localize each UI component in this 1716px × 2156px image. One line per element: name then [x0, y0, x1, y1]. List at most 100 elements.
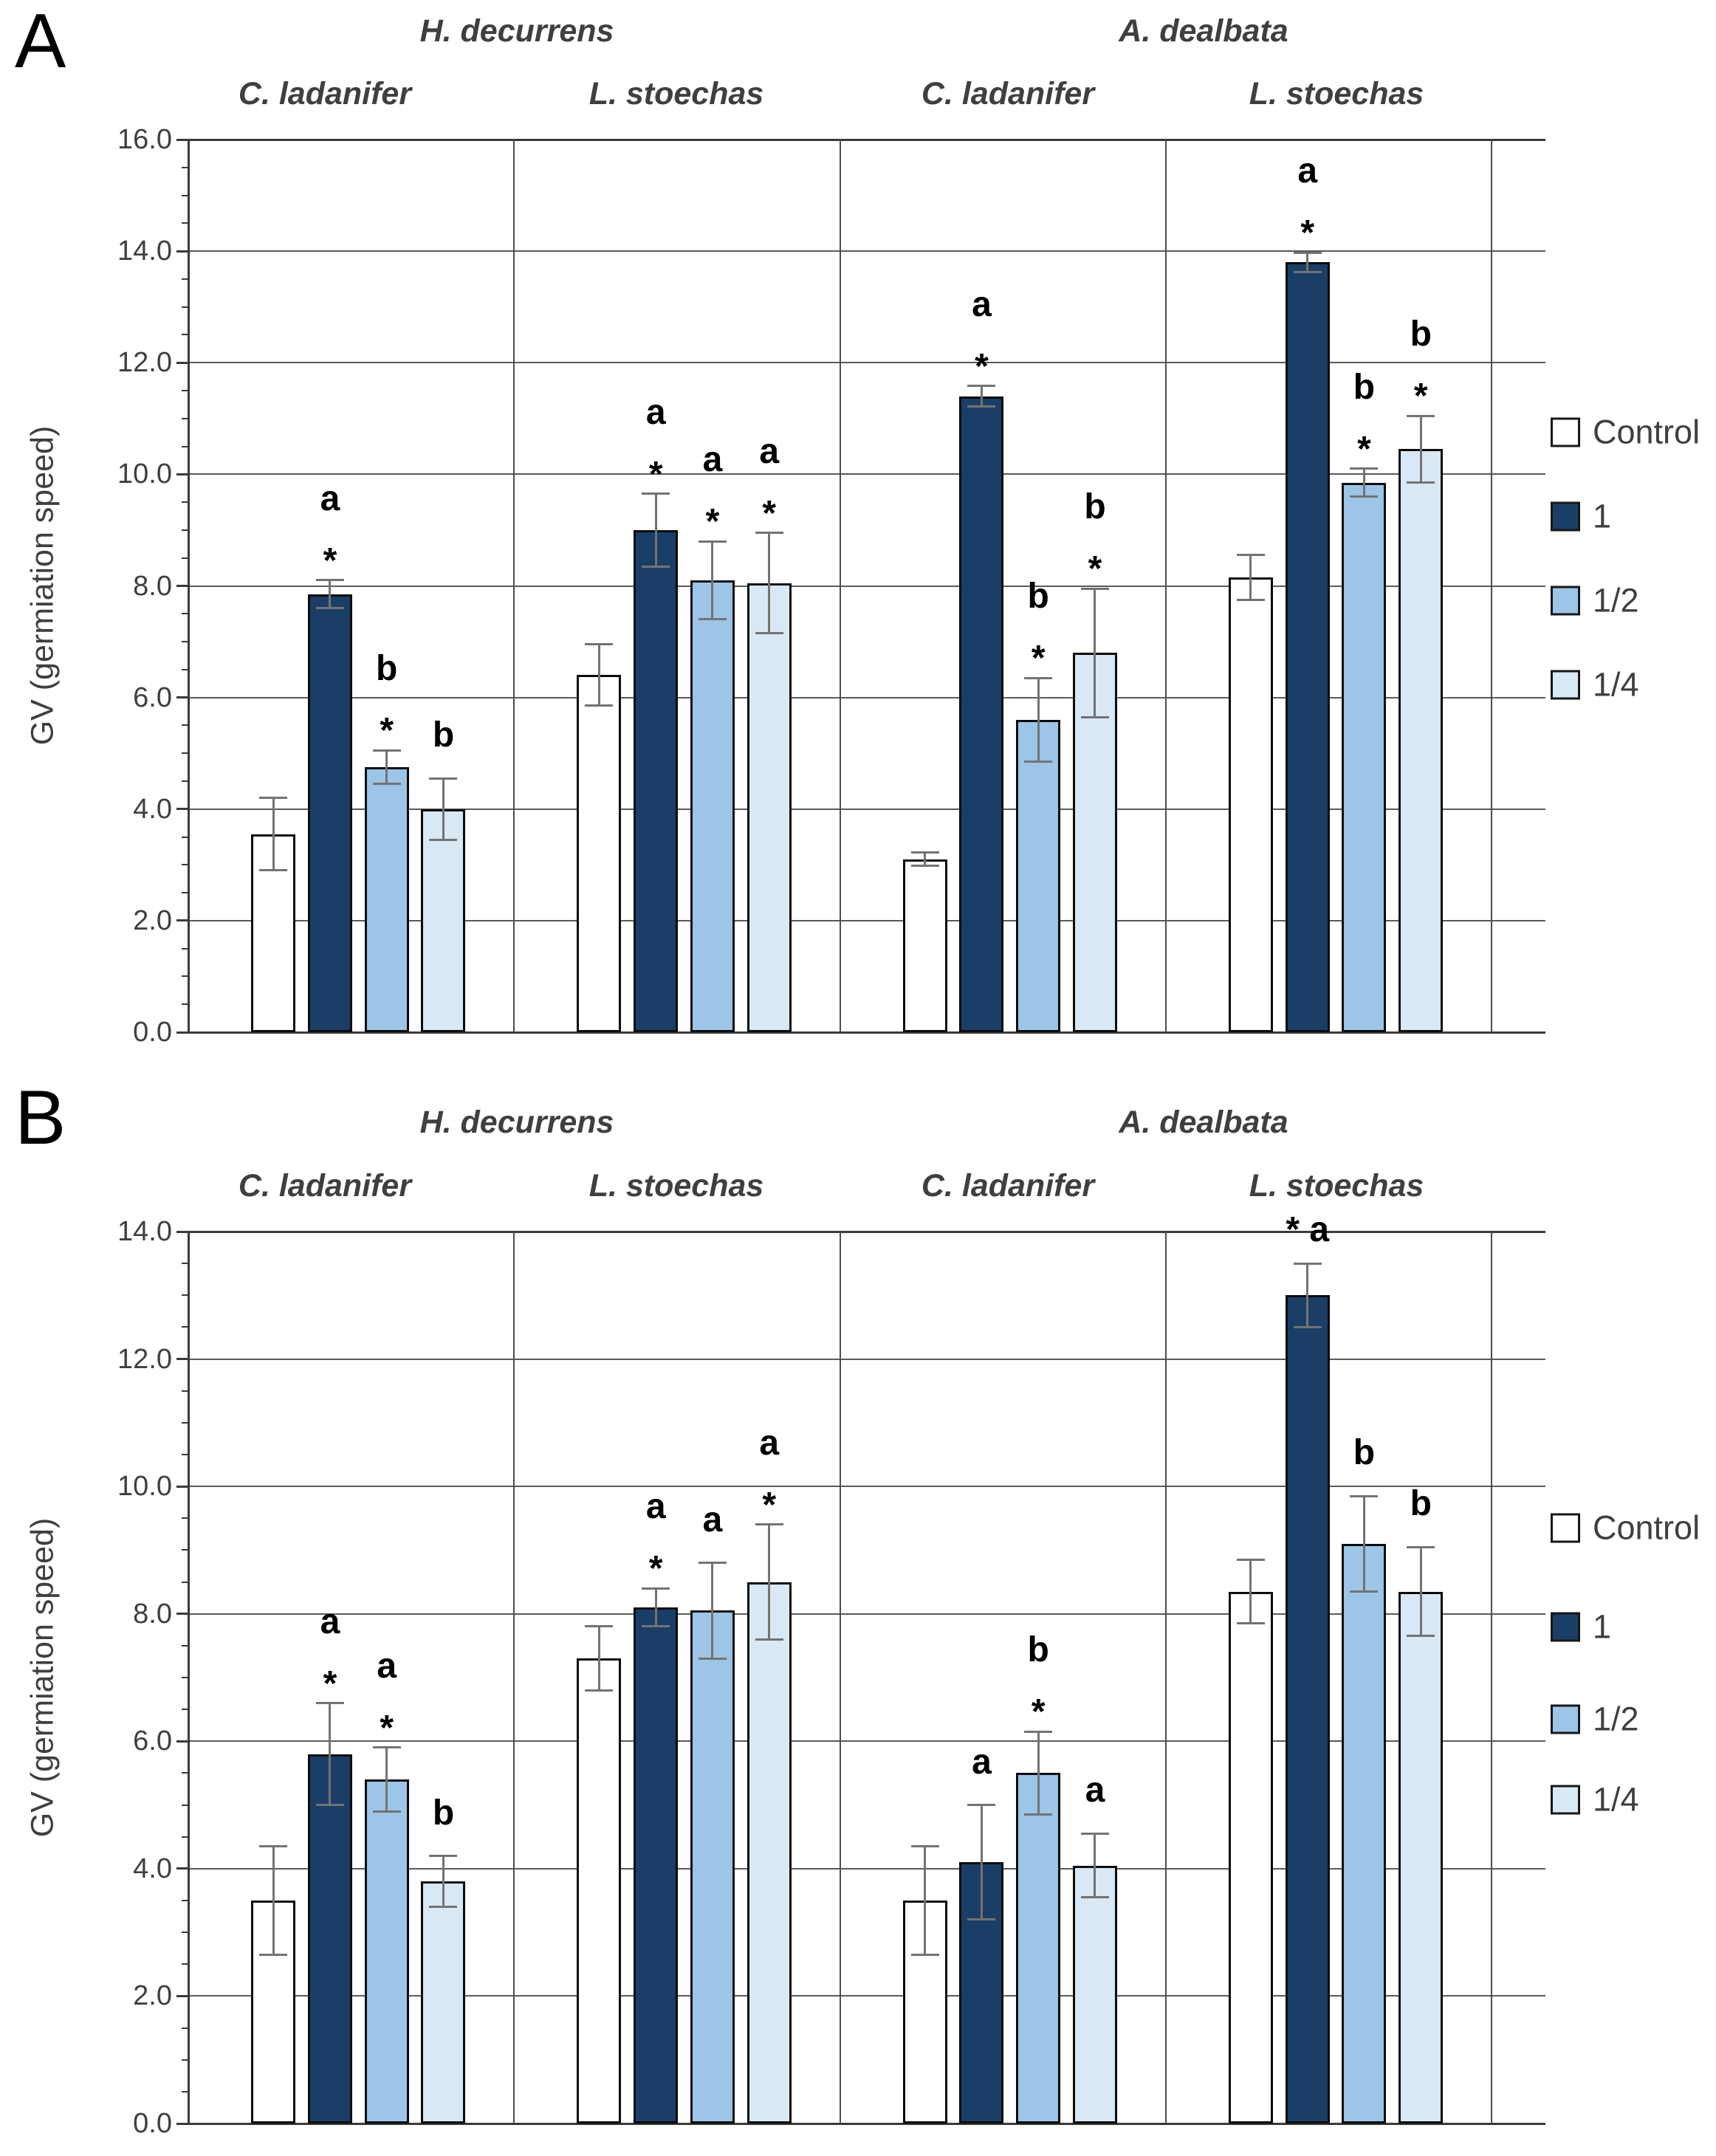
y-tick-label-2: 2.0 [133, 1980, 172, 2012]
gridline-y-12 [188, 1358, 1545, 1360]
error-bar-cap-top [315, 1702, 344, 1704]
error-bar-cap-bottom [698, 1657, 727, 1660]
error-bar-line [980, 1805, 983, 1920]
y-minor-tick [182, 334, 188, 336]
y-minor-tick [182, 1709, 188, 1711]
sig-star: * [975, 346, 989, 386]
error-bar-line [1037, 678, 1040, 762]
error-bar-line [385, 1747, 388, 1812]
sig-inline: * a [1286, 1210, 1330, 1250]
sig-letter: b [432, 715, 455, 755]
error-bar-line [272, 1846, 275, 1955]
gridline-y-0 [188, 1031, 1545, 1034]
y-tick-label-12: 12.0 [117, 1343, 172, 1375]
error-bar-cap-bottom [1407, 1635, 1435, 1638]
y-tick-label-16: 16.0 [117, 124, 172, 155]
y-minor-tick [182, 1581, 188, 1583]
y-minor-tick [182, 1454, 188, 1455]
y-minor-tick [182, 306, 188, 308]
y-axis-title-a: GV (germiation speed) [24, 425, 61, 746]
error-bar-cap-top [910, 1845, 939, 1848]
sig-letter: a [377, 1646, 397, 1686]
error-bar-cap-top [698, 1562, 727, 1565]
group-separator-3 [1164, 1232, 1167, 2124]
gridline-y-0 [188, 2122, 1545, 2125]
sig-star: * [705, 502, 720, 542]
y-major-tick-8 [176, 1613, 188, 1616]
bar-H-decurrens-C-ladanifer-1-4 [421, 808, 466, 1032]
legend-item-half-b: 1/2 [1551, 1703, 1639, 1736]
error-bar-cap-bottom [698, 618, 727, 621]
y-major-tick-6 [176, 1740, 188, 1743]
sig-letter: b [1353, 367, 1376, 407]
gridline-y-2 [188, 1995, 1545, 1997]
error-bar-cap-bottom [259, 869, 288, 872]
bar-A-dealbata-C-ladanifer-1-2 [1016, 719, 1061, 1032]
error-bar-line [768, 532, 771, 634]
y-minor-tick [182, 752, 188, 755]
y-tick-label-0: 0.0 [133, 2108, 172, 2139]
bar-H-decurrens-L-stoechas-1-4 [747, 583, 792, 1032]
sig-letter: a [972, 284, 992, 324]
gridline-y-2 [188, 919, 1545, 921]
y-minor-tick [182, 278, 188, 280]
legend-swatch-full-dose [1551, 1612, 1580, 1641]
y-minor-tick [182, 1390, 188, 1392]
legend-label-full-dose: 1 [1593, 497, 1612, 535]
error-bar-cap-bottom [1236, 598, 1265, 601]
error-bar-cap-top [585, 643, 614, 646]
sig-letter: a [320, 478, 340, 518]
error-bar-cap-top [315, 579, 344, 582]
error-bar-cap-top [698, 540, 727, 543]
y-minor-tick [182, 417, 188, 419]
error-bar-line [1094, 588, 1096, 718]
legend-swatch-control [1551, 1513, 1580, 1542]
sig-letter: a [320, 1601, 340, 1641]
legend-label-full-dose: 1 [1593, 1607, 1612, 1646]
error-bar-cap-top [1407, 1545, 1435, 1548]
panel-letter-a: A [15, 0, 66, 84]
panel-letter-b: B [15, 1075, 66, 1161]
bar-A-dealbata-L-stoechas-1 [1285, 262, 1330, 1032]
error-bar-cap-bottom [585, 704, 614, 707]
gridline-y-4 [188, 808, 1545, 810]
y-minor-tick [182, 1517, 188, 1520]
error-bar-cap-top [1350, 467, 1379, 470]
error-bar-line [1249, 555, 1252, 600]
error-bar-line [1306, 1263, 1309, 1328]
y-minor-tick [182, 1932, 188, 1934]
y-tick-label-6: 6.0 [133, 1726, 172, 1757]
y-minor-tick [182, 780, 188, 782]
error-bar-line [711, 541, 714, 619]
sig-letter: a [759, 1423, 780, 1463]
error-bar-line [1306, 253, 1309, 272]
y-minor-tick [182, 1772, 188, 1774]
sig-star: * [1300, 213, 1315, 253]
sig-letter: b [1027, 577, 1049, 617]
y-minor-tick [182, 557, 188, 559]
error-bar-line [385, 750, 388, 784]
legend-swatch-control [1551, 417, 1580, 447]
error-bar-line [924, 1846, 927, 1955]
bar-H-decurrens-L-stoechas-1-2 [690, 580, 735, 1032]
legend-item-full-b: 1 [1551, 1610, 1611, 1644]
sig-letter: b [1027, 1630, 1049, 1670]
y-minor-tick [182, 641, 188, 643]
error-bar-line [329, 1703, 332, 1805]
species-header-b-2: A. dealbata [1119, 1105, 1288, 1140]
error-bar-cap-bottom [259, 1953, 288, 1956]
sig-star: * [323, 1664, 337, 1703]
sig-star: * [648, 454, 663, 494]
error-bar-cap-bottom [315, 1804, 344, 1807]
y-minor-tick [182, 864, 188, 866]
bar-A-dealbata-L-stoechas-1-4 [1398, 1591, 1444, 2124]
y-tick-label-4: 4.0 [133, 793, 172, 825]
y-tick-label-8: 8.0 [133, 570, 172, 602]
group-separator-1 [513, 1232, 515, 2124]
group-separator-1 [513, 140, 515, 1032]
y-major-tick-14 [176, 1230, 188, 1233]
sig-letter: b [1353, 1433, 1376, 1473]
sig-letter: a [1085, 1771, 1105, 1810]
sig-letter: a [645, 1487, 666, 1527]
bar-H-decurrens-L-stoechas-1 [634, 529, 679, 1032]
